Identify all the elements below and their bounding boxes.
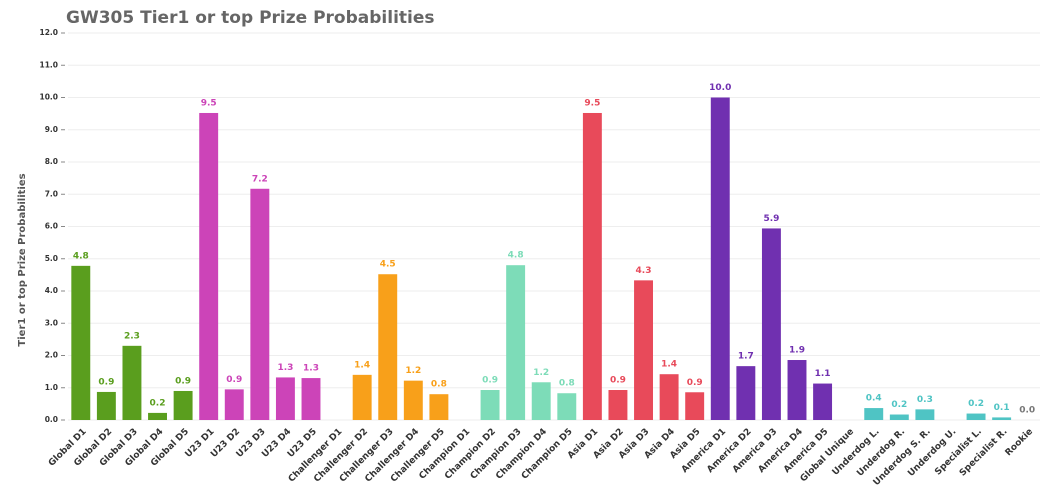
- y-tick-label: 6.0: [45, 222, 58, 231]
- bar: [352, 374, 372, 420]
- value-label: 2.3: [124, 331, 140, 341]
- bar: [378, 274, 398, 420]
- bar: [889, 414, 909, 420]
- value-label: 0.8: [559, 379, 575, 389]
- value-label: 1.7: [738, 352, 754, 362]
- value-label: 7.2: [252, 174, 268, 184]
- y-tick-label: 11.0: [39, 60, 58, 69]
- value-label: 1.1: [815, 369, 831, 379]
- bar: [966, 413, 986, 420]
- bar: [608, 390, 628, 420]
- value-label: 0.9: [226, 375, 242, 385]
- bar: [199, 112, 219, 420]
- value-label: 10.0: [709, 83, 731, 93]
- value-label: 1.4: [661, 360, 677, 370]
- y-axis-title: Tier1 or top Prize Probabilities: [17, 173, 28, 346]
- bar: [506, 265, 526, 420]
- y-tick-label: 12.0: [39, 28, 58, 37]
- value-label: 0.0: [1019, 406, 1035, 416]
- bar: [787, 360, 807, 420]
- bar: [96, 391, 116, 420]
- y-tick-label: 5.0: [45, 254, 58, 263]
- value-label: 9.5: [201, 98, 217, 108]
- value-label: 0.9: [98, 377, 114, 387]
- bar: [557, 393, 577, 420]
- value-label: 1.3: [277, 363, 293, 373]
- bar: [531, 382, 551, 420]
- bar: [992, 417, 1012, 420]
- bar: [403, 380, 423, 420]
- bar: [634, 280, 653, 420]
- value-label: 0.1: [994, 403, 1010, 413]
- value-label: 5.9: [763, 214, 779, 224]
- bar: [915, 409, 935, 420]
- bar: [301, 378, 321, 420]
- bar: [761, 228, 781, 420]
- value-label: 4.5: [380, 260, 396, 270]
- bar: [122, 345, 142, 420]
- y-tick-label: 3.0: [45, 318, 58, 327]
- bar: [659, 374, 679, 420]
- y-tick-label: 0.0: [45, 415, 58, 424]
- value-label: 0.9: [610, 376, 626, 386]
- y-tick-label: 9.0: [45, 125, 58, 134]
- value-label: 4.3: [636, 266, 652, 276]
- bar: [275, 377, 295, 420]
- value-label: 1.2: [533, 368, 549, 378]
- value-label: 1.4: [354, 360, 370, 370]
- y-tick-label: 7.0: [45, 189, 58, 198]
- value-label: 0.2: [150, 398, 166, 408]
- value-label: 4.8: [73, 251, 89, 261]
- value-label: 0.2: [968, 399, 984, 409]
- value-label: 0.9: [687, 378, 703, 388]
- bar: [582, 112, 602, 420]
- y-tick-label: 2.0: [45, 351, 58, 360]
- y-tick-label: 4.0: [45, 286, 58, 295]
- value-label: 0.8: [431, 380, 447, 390]
- value-label: 0.2: [891, 400, 907, 410]
- chart-title: GW305 Tier1 or top Prize Probabilities: [66, 8, 435, 28]
- bar: [250, 188, 270, 420]
- bar: [480, 390, 500, 420]
- bar: [710, 97, 730, 420]
- bar: [685, 392, 705, 420]
- bar: [864, 408, 884, 420]
- y-tick-label: 8.0: [45, 157, 58, 166]
- value-label: 1.2: [405, 366, 421, 376]
- value-label: 1.9: [789, 346, 805, 356]
- value-label: 0.3: [917, 395, 933, 405]
- value-label: 9.5: [584, 98, 600, 108]
- bar: [813, 383, 833, 420]
- x-tick-label: Rookie: [1004, 427, 1035, 458]
- value-label: 4.8: [508, 251, 524, 261]
- value-label: 0.4: [866, 394, 882, 404]
- value-label: 1.3: [303, 364, 319, 374]
- bar: [71, 265, 91, 420]
- bar: [173, 390, 193, 420]
- bar: [429, 394, 449, 420]
- x-tick-label: Specialist R.: [958, 427, 1010, 479]
- y-tick-label: 1.0: [45, 383, 58, 392]
- value-label: 0.9: [482, 376, 498, 386]
- value-label: 0.9: [175, 376, 191, 386]
- bar: [148, 412, 167, 420]
- bar: [736, 366, 756, 420]
- bar: [224, 389, 244, 420]
- y-tick-label: 10.0: [39, 93, 58, 102]
